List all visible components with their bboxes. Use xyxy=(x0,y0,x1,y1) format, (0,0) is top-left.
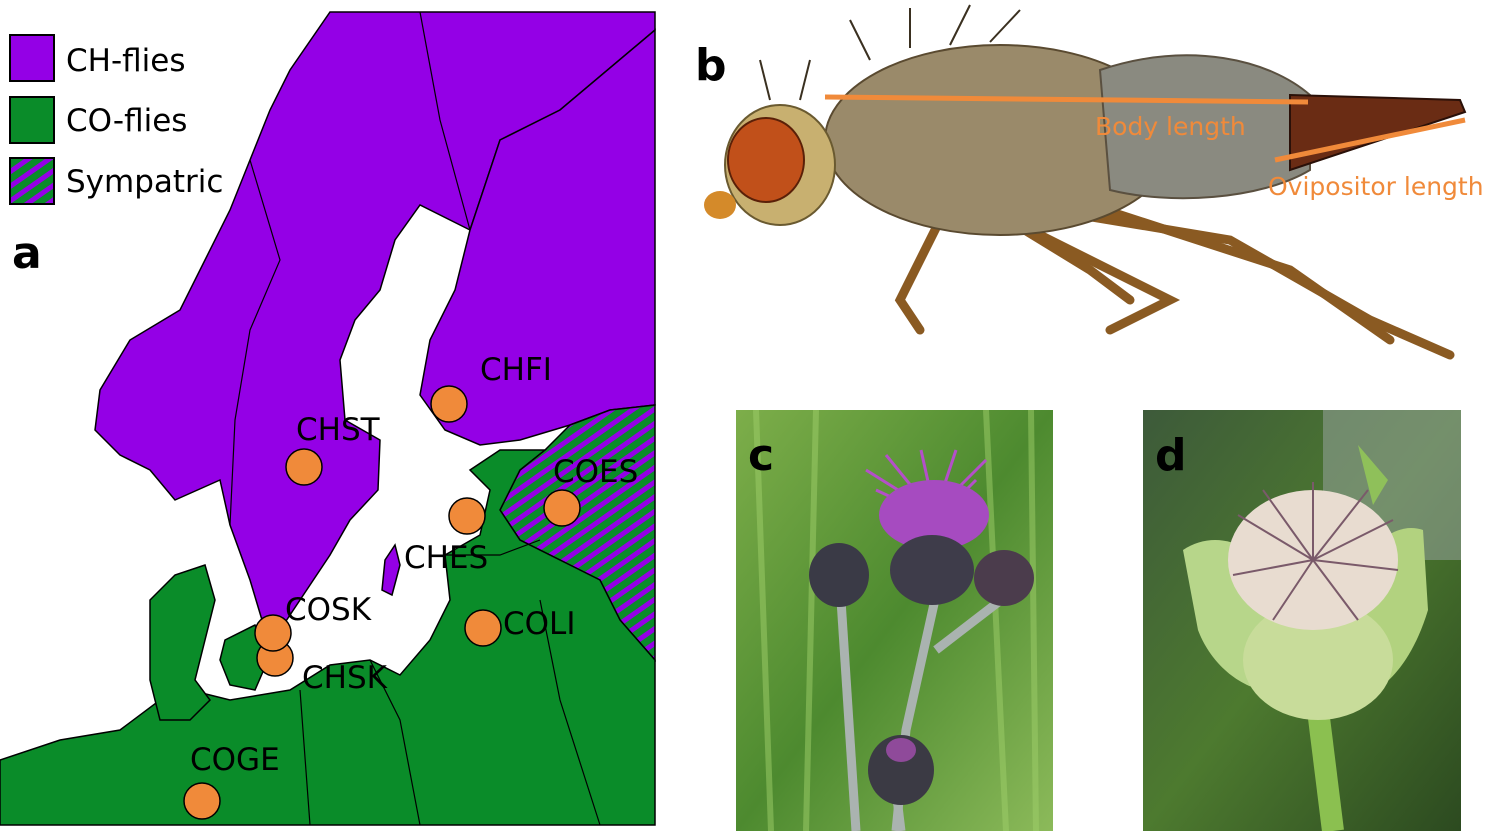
site-label-ches: CHES xyxy=(404,540,488,576)
fly-antenna xyxy=(704,191,736,219)
land-zealand xyxy=(219,623,269,691)
border-lines xyxy=(229,11,601,826)
fly-bristles xyxy=(759,4,1021,101)
sampling-sites xyxy=(183,385,581,820)
panel-a-map: CH-flies CO-flies Sympatric CHFI CHST CO… xyxy=(0,0,660,834)
panel-label-d: d xyxy=(1155,430,1187,481)
legend-label-co: CO-flies xyxy=(66,103,187,139)
site-label-chst: CHST xyxy=(296,412,381,448)
body-length-line xyxy=(824,94,1309,105)
legend-swatch-sympatric xyxy=(9,157,55,205)
thistle-pale-photo xyxy=(1143,410,1461,833)
panel-label-a: a xyxy=(12,228,42,279)
site-marker-ches xyxy=(448,497,486,535)
fly-eye xyxy=(727,117,805,203)
ovipositor-length-label: Ovipositor length xyxy=(1268,172,1484,201)
site-label-coes: COES xyxy=(553,454,638,490)
legend-label-ch: CH-flies xyxy=(66,43,186,79)
legend-label-sympatric: Sympatric xyxy=(66,164,223,200)
ovipositor-length-line xyxy=(1274,117,1466,163)
panel-label-b: b xyxy=(695,40,727,91)
panel-d-photo: d xyxy=(1143,410,1461,833)
body-length-label: Body length xyxy=(1095,112,1246,141)
site-label-cosk: COSK xyxy=(285,592,372,628)
site-marker-chst xyxy=(285,448,323,486)
fly-ovipositor xyxy=(1289,93,1467,172)
land-denmark xyxy=(149,564,216,721)
site-marker-coge xyxy=(183,782,221,820)
map-svg: CH-flies CO-flies Sympatric CHFI CHST CO… xyxy=(0,0,656,826)
site-label-chsk: CHSK xyxy=(302,660,388,696)
thistle-purple-photo xyxy=(736,409,1053,832)
site-label-coli: COLI xyxy=(503,606,575,642)
site-label-coge: COGE xyxy=(190,742,280,778)
legend-swatch-ch xyxy=(9,34,55,82)
panel-b-fly: Body length Ovipositor length b xyxy=(670,0,1501,395)
land-gotland xyxy=(381,543,401,597)
site-label-chfi: CHFI xyxy=(480,352,552,388)
fly-legs xyxy=(894,200,1455,360)
legend-swatch-co xyxy=(9,96,55,144)
site-marker-coli xyxy=(464,609,502,647)
site-marker-cosk xyxy=(254,614,292,652)
site-marker-coes xyxy=(543,489,581,527)
fly-illustration: Body length Ovipositor length xyxy=(704,4,1484,360)
legend: CH-flies CO-flies Sympatric xyxy=(9,34,223,205)
panel-label-c: c xyxy=(748,430,775,481)
panel-c-photo: c xyxy=(736,409,1053,832)
land-finland xyxy=(419,28,656,446)
site-marker-chfi xyxy=(430,385,468,423)
